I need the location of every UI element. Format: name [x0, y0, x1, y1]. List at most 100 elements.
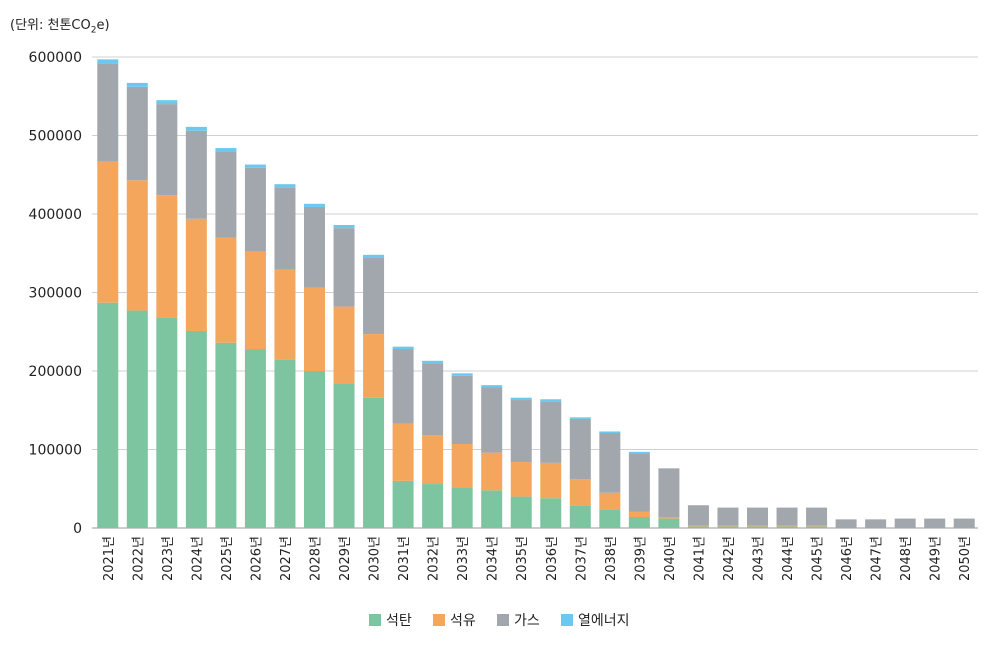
x-tick-label: 2046년 — [840, 536, 855, 581]
bar-segment — [510, 462, 532, 497]
bar-segment — [274, 187, 296, 270]
bar-segment — [540, 498, 562, 528]
bar-segment — [865, 519, 887, 528]
bar-segment — [244, 164, 266, 168]
bar-segment — [156, 195, 178, 318]
bar-segment — [422, 360, 444, 364]
bar-segment — [747, 507, 768, 526]
bar-segment — [97, 161, 119, 303]
bar-segment — [540, 399, 562, 402]
x-tick-label: 2040년 — [663, 536, 678, 581]
legend-swatch — [369, 614, 381, 626]
x-tick-label: 2030년 — [368, 536, 383, 581]
bar-segment — [628, 453, 650, 512]
x-tick-label: 2048년 — [899, 536, 914, 581]
bar-segment — [687, 505, 709, 526]
x-tick-label: 2035년 — [515, 536, 530, 581]
x-tick-label: 2028년 — [309, 536, 324, 581]
x-tick-label: 2027년 — [279, 536, 294, 581]
x-tick-label: 2022년 — [131, 536, 146, 581]
legend-swatch — [561, 614, 573, 626]
bar-segment — [333, 228, 355, 307]
bar-segment — [244, 251, 266, 350]
legend-label: 석탄 — [386, 613, 412, 629]
bar-segment — [304, 203, 325, 207]
bar-segment — [510, 397, 532, 401]
x-tick-label: 2037년 — [574, 536, 589, 581]
x-tick-label: 2024년 — [190, 536, 205, 581]
bar-segment — [717, 526, 739, 528]
x-tick-label: 2039년 — [633, 536, 648, 581]
bar-segment — [806, 525, 828, 527]
bar-segment — [156, 104, 178, 196]
unit-label: (단위: 천톤CO2e) — [10, 18, 110, 36]
x-axis: 2021년 2022년 2023년 2024년 2025년 2026년 2027년 2028년… — [102, 536, 973, 581]
x-tick-label: 2043년 — [752, 536, 767, 581]
bar-segment — [363, 257, 385, 335]
bar-segment — [569, 417, 591, 419]
bar-segment — [628, 517, 650, 528]
bar-segment — [835, 519, 857, 528]
bar-segment — [97, 59, 119, 64]
legend-swatch — [433, 614, 445, 626]
bar-segment — [304, 287, 325, 371]
bar-segment — [244, 349, 266, 528]
bar-segment — [422, 484, 444, 528]
bar-segment — [776, 525, 798, 527]
y-tick-label: 500000 — [29, 129, 82, 145]
bar-segment — [510, 400, 532, 463]
x-tick-label: 2034년 — [486, 536, 501, 581]
bar-segment — [451, 444, 473, 488]
bar-segment — [658, 518, 680, 528]
x-tick-label: 2025년 — [220, 536, 235, 581]
bar-segment — [422, 435, 444, 485]
bar-segment — [126, 86, 148, 181]
y-axis: 0 100000 200000 300000 400000 500000 600000 — [29, 50, 82, 537]
bar-segment — [599, 492, 621, 510]
bar-segment — [717, 507, 739, 526]
bar-segment — [776, 507, 798, 526]
bar-segment — [717, 525, 739, 527]
x-tick-label: 2047년 — [870, 536, 885, 581]
x-tick-label: 2021년 — [102, 536, 117, 581]
bar-segment — [126, 82, 148, 87]
bar-segment — [451, 375, 473, 445]
bar-segment — [215, 151, 237, 238]
bar-segment — [599, 509, 621, 528]
y-tick-label: 0 — [73, 521, 82, 537]
bar-segment — [628, 451, 650, 454]
legend-label: 가스 — [514, 613, 540, 629]
bar-segment — [687, 525, 709, 527]
bar-segment — [569, 479, 591, 506]
bar-segment — [333, 383, 355, 528]
bar-segment — [392, 480, 414, 528]
legend: 석탄 석유 가스 열에너지 — [369, 613, 630, 629]
bar-segment — [97, 63, 119, 162]
bar-segment — [776, 526, 798, 528]
legend-label: 열에너지 — [578, 613, 630, 629]
x-tick-label: 2050년 — [958, 536, 973, 581]
bar-segment — [540, 462, 562, 499]
y-tick-label: 100000 — [29, 443, 82, 459]
bar-segment — [481, 385, 503, 388]
x-tick-label: 2029년 — [338, 536, 353, 581]
bar-segment — [569, 418, 591, 480]
bar-segment — [747, 526, 768, 528]
bar-segment — [215, 237, 237, 343]
bar-segment — [126, 180, 148, 311]
bar-segment — [599, 431, 621, 434]
bar-segment — [599, 433, 621, 493]
bar-segment — [392, 346, 414, 350]
x-tick-label: 2042년 — [722, 536, 737, 581]
bar-segment — [304, 371, 325, 528]
bar-segment — [481, 490, 503, 528]
bar-segment — [510, 496, 532, 528]
bar-segment — [274, 359, 296, 528]
legend-swatch — [497, 614, 509, 626]
x-tick-label: 2036년 — [545, 536, 560, 581]
bar-segment — [215, 342, 237, 528]
y-tick-label: 400000 — [29, 207, 82, 223]
bar-segment — [304, 206, 325, 288]
bar-segment — [894, 518, 916, 528]
